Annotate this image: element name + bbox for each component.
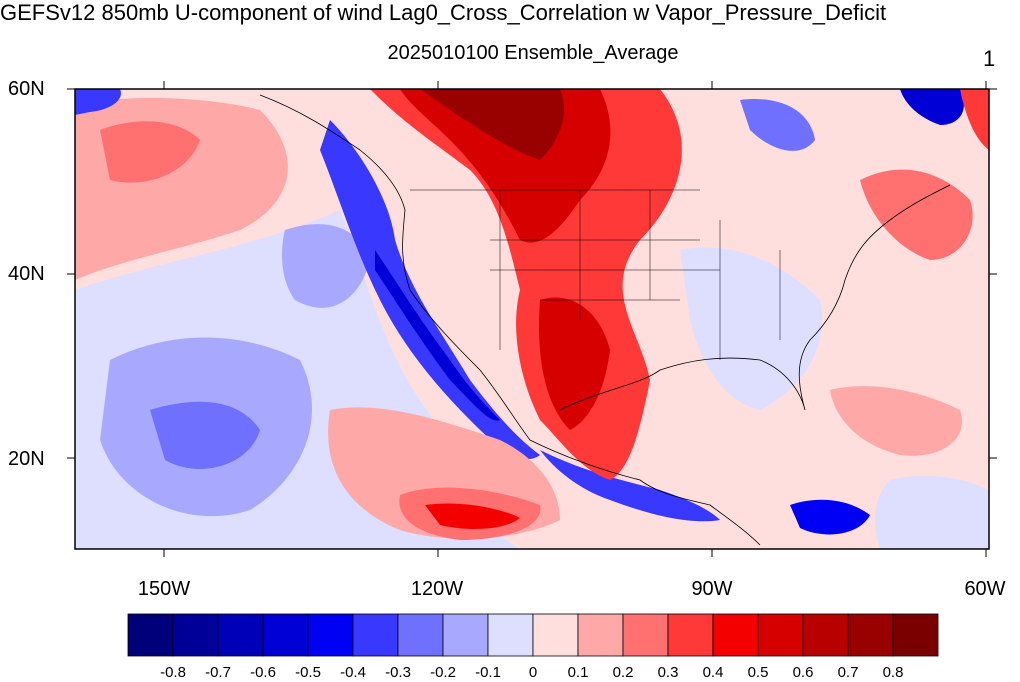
correlation-field	[75, 89, 989, 549]
colorbar-swatch	[667, 613, 714, 657]
colorbar-swatch	[262, 613, 309, 657]
colorbar-label: -0.7	[205, 664, 231, 681]
lon-label-90w: 90W	[691, 578, 733, 600]
colorbar-swatch	[127, 613, 174, 657]
colorbar-label: 0.4	[702, 664, 724, 681]
colorbar-swatch	[397, 613, 444, 657]
colorbar-label: 0.5	[747, 664, 769, 681]
colorbar-label: 0.1	[567, 664, 589, 681]
colorbar-label: -0.5	[295, 664, 321, 681]
lat-label-40n: 40N	[8, 263, 45, 285]
colorbar-swatch	[217, 613, 264, 657]
colorbar-swatch	[532, 613, 579, 657]
colorbar-label: 0.7	[837, 664, 859, 681]
colorbar-label: -0.6	[250, 664, 276, 681]
colorbar	[127, 613, 939, 657]
colorbar-label: -0.3	[385, 664, 411, 681]
lon-label-150w: 150W	[137, 578, 191, 600]
state-boundaries	[410, 189, 781, 360]
colorbar-label: 0	[528, 664, 538, 681]
colorbar-swatch	[847, 613, 894, 657]
colorbar-label: -0.1	[475, 664, 501, 681]
pacific-coastline	[259, 94, 761, 546]
colorbar-swatch	[172, 613, 219, 657]
panel-number: 1	[983, 46, 996, 71]
colorbar-label: -0.8	[160, 664, 186, 681]
colorbar-label: 0.3	[657, 664, 679, 681]
colorbar-label: 0.2	[612, 664, 634, 681]
chart-title: GEFSv12 850mb U-component of wind Lag0_C…	[0, 0, 887, 25]
colorbar-swatch	[802, 613, 849, 657]
colorbar-swatch	[487, 613, 534, 657]
colorbar-label: -0.2	[430, 664, 456, 681]
gulf-atlantic-coastline	[559, 184, 951, 411]
colorbar-swatch	[712, 613, 759, 657]
lon-ticks	[163, 81, 987, 557]
colorbar-swatch	[577, 613, 624, 657]
colorbar-label: 0.6	[792, 664, 814, 681]
colorbar-swatch	[352, 613, 399, 657]
colorbar-swatch	[442, 613, 489, 657]
plot-frame	[74, 88, 990, 550]
colorbar-swatch	[892, 613, 939, 657]
coastlines	[259, 94, 951, 546]
lon-label-120w: 120W	[410, 578, 464, 600]
colorbar-swatch	[757, 613, 804, 657]
lat-label-20n: 20N	[8, 448, 45, 470]
colorbar-swatch	[622, 613, 669, 657]
colorbar-label: -0.4	[340, 664, 366, 681]
lat-label-60n: 60N	[8, 78, 45, 100]
colorbar-swatch	[307, 613, 354, 657]
lon-label-60w: 60W	[964, 578, 1006, 600]
colorbar-label: 0.8	[882, 664, 904, 681]
lat-ticks	[67, 88, 997, 459]
chart-subtitle: 2025010100 Ensemble_Average	[387, 42, 679, 64]
